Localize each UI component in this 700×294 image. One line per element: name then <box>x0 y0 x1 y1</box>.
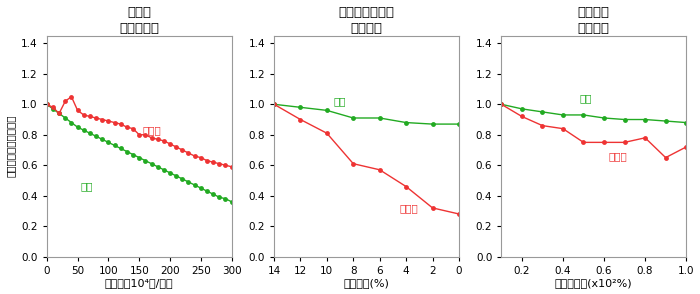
Text: 都市部: 都市部 <box>608 151 627 161</box>
Title: 空き家
補助金政策: 空き家 補助金政策 <box>119 6 159 35</box>
Text: 郊外: 郊外 <box>333 96 346 106</box>
Text: 都市部: 都市部 <box>142 125 161 135</box>
X-axis label: 補助金（10⁴円/年）: 補助金（10⁴円/年） <box>105 278 174 288</box>
Text: 都市部: 都市部 <box>400 203 418 213</box>
Text: 郊外: 郊外 <box>580 93 592 103</box>
Title: 住宅特例
撤廃政策: 住宅特例 撤廃政策 <box>578 6 610 35</box>
X-axis label: 特別軽減率(x10²%): 特別軽減率(x10²%) <box>555 278 633 288</box>
Title: 土地固定資産税
軽減政策: 土地固定資産税 軽減政策 <box>339 6 395 35</box>
Y-axis label: 空き家数変動係数比割: 空き家数変動係数比割 <box>6 115 15 178</box>
X-axis label: 土地税率(%): 土地税率(%) <box>344 278 389 288</box>
Text: 郊外: 郊外 <box>80 182 93 192</box>
